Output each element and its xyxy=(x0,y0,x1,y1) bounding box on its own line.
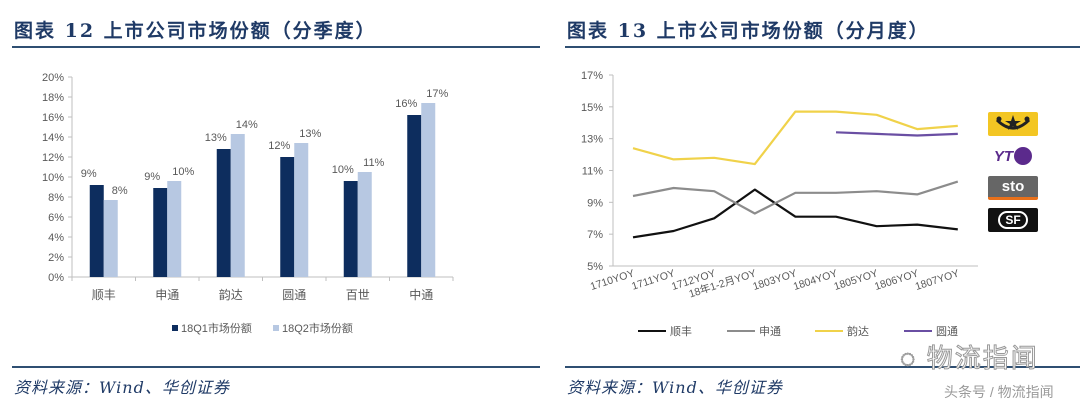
y-tick-label: 9% xyxy=(587,197,603,209)
bar-legend: 18Q1市场份额 18Q2市场份额 xyxy=(172,321,353,335)
y-tick-label: 12% xyxy=(42,152,64,164)
category-label: 圆通 xyxy=(282,288,306,302)
x-tick-label: 1806YOY xyxy=(873,267,920,292)
category-label: 申通 xyxy=(155,288,179,302)
x-tick-label: 1807YOY xyxy=(914,267,961,292)
x-tick-label: 1711YOY xyxy=(630,267,676,292)
y-tick-label: 10% xyxy=(42,172,64,184)
category-label: 顺丰 xyxy=(92,288,116,302)
bar-group: 12% 13% 圆通 xyxy=(268,128,321,302)
y-tick-label: 4% xyxy=(48,232,64,244)
bar-value-label: 11% xyxy=(363,157,384,169)
bar xyxy=(294,143,309,277)
courier-logos: YT sto SF xyxy=(988,112,1040,240)
title-rule xyxy=(565,46,1080,48)
category-label: 中通 xyxy=(409,287,433,302)
bar-value-label: 16% xyxy=(395,98,417,110)
line-series-0 xyxy=(632,188,958,239)
bar-value-label: 9% xyxy=(81,168,97,180)
bar-group: 9% 8% 顺丰 xyxy=(81,168,128,302)
y-tick-label: 13% xyxy=(581,134,603,146)
sto-logo-icon: sto xyxy=(988,176,1038,200)
y-tick-label: 6% xyxy=(48,212,64,224)
source-rule xyxy=(12,366,540,368)
y-tick-label: 15% xyxy=(581,102,603,114)
legend-label: 圆通 xyxy=(936,325,958,338)
yunda-logo-icon xyxy=(988,112,1038,136)
legend-label: 申通 xyxy=(759,325,781,338)
bar-value-label: 14% xyxy=(236,119,258,131)
line-legend: 顺丰 申通 韵达 圆通 xyxy=(638,324,958,338)
bar xyxy=(103,200,118,277)
line-chart: 5%7%9%11%13%15%17%1710YOY1711YOY1712YOY1… xyxy=(581,70,978,338)
y-tick-label: 2% xyxy=(48,252,64,264)
y-tick-label: 11% xyxy=(582,166,603,178)
bar xyxy=(89,185,104,277)
y-tick-label: 7% xyxy=(587,229,603,241)
x-tick-label: 1805YOY xyxy=(833,267,880,292)
figure-12-source: 资料来源：Wind、华创证券 xyxy=(14,378,230,397)
watermark-text: 物流指闻 xyxy=(926,343,1039,374)
bar-value-label: 12% xyxy=(268,140,290,152)
bar-chart: 0% 2% 4% 6% 8% 10% 12% 14% 16% 18% 20% 9% 8% 顺丰 9% 10% 申… xyxy=(42,72,454,335)
bar-group: 16% 17% 中通 xyxy=(395,88,448,302)
watermark-subtext: 头条号 / 物流指闻 xyxy=(944,384,1054,400)
bar-group: 10% 11% 百世 xyxy=(332,157,385,302)
figure-13-source: 资料来源：Wind、华创证券 xyxy=(567,378,783,397)
category-label: 韵达 xyxy=(219,287,243,302)
bar xyxy=(280,157,295,277)
y-tick-label: 14% xyxy=(42,132,64,144)
bar-value-label: 8% xyxy=(112,185,128,197)
bar xyxy=(421,103,436,277)
bar-value-label: 10% xyxy=(172,166,194,178)
figure-13-title: 图表 13 上市公司市场份额（分月度） xyxy=(567,20,930,42)
legend-label: 18Q2市场份额 xyxy=(282,321,353,335)
bar-group: 13% 14% 韵达 xyxy=(205,119,258,302)
y-tick-label: 5% xyxy=(587,261,603,273)
bar-value-label: 13% xyxy=(205,132,227,144)
figure-12-panel: 图表 12 上市公司市场份额（分季度） 0% 2% 4% 6% 8% 10% 12% 14% 1… xyxy=(12,20,540,397)
y-tick-label: 8% xyxy=(48,192,64,204)
bar-value-label: 9% xyxy=(144,171,160,183)
x-tick-label: 1803YOY xyxy=(751,267,798,292)
y-tick-label: 18% xyxy=(42,92,64,104)
bar-value-label: 13% xyxy=(299,128,321,140)
y-tick-label: 0% xyxy=(48,272,64,284)
bar xyxy=(343,181,358,277)
watermark-logo: ◌ 物流指闻 xyxy=(899,338,1039,375)
legend-label: 顺丰 xyxy=(670,325,692,338)
line-series-1 xyxy=(632,180,959,215)
bar xyxy=(216,149,231,277)
bar xyxy=(357,172,372,277)
wechat-icon: ◌ xyxy=(899,343,918,374)
yto-logo-icon: YT xyxy=(988,144,1038,168)
sf-logo-icon: SF xyxy=(988,208,1038,232)
y-tick-label: 17% xyxy=(581,70,603,82)
category-label: 百世 xyxy=(346,288,370,302)
source-rule xyxy=(565,366,1080,368)
line-series-2 xyxy=(632,110,958,166)
bar-value-label: 10% xyxy=(332,164,354,176)
y-tick-label: 16% xyxy=(42,112,64,124)
legend-label: 18Q1市场份额 xyxy=(181,321,252,335)
legend-label: 韵达 xyxy=(847,324,869,338)
bar-group: 9% 10% 申通 xyxy=(144,166,194,302)
title-rule xyxy=(12,46,540,48)
bar xyxy=(407,115,422,277)
y-tick-label: 20% xyxy=(42,72,64,84)
figure-13-panel: 图表 13 上市公司市场份额（分月度） 资料来源：Wind、华创证券 xyxy=(553,0,1080,406)
line-series-3 xyxy=(835,131,958,137)
figure-12-title: 图表 12 上市公司市场份额（分季度） xyxy=(14,20,377,42)
bar xyxy=(167,181,182,277)
bar-value-label: 17% xyxy=(426,88,448,100)
x-tick-label: 1804YOY xyxy=(792,267,839,292)
bar xyxy=(153,188,168,277)
bar xyxy=(230,134,245,277)
